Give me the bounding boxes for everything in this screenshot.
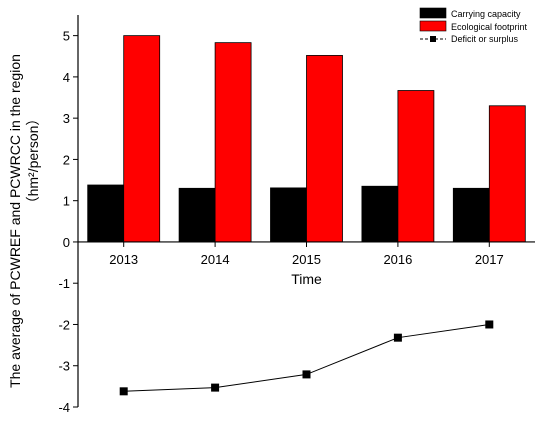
legend-swatch-ecological-footprint xyxy=(419,20,447,32)
bar-ecological-footprint-2014 xyxy=(214,42,252,243)
y-tick-label: -3 xyxy=(58,359,70,374)
bar-carrying-capacity-2013 xyxy=(87,184,125,243)
bars-group xyxy=(87,35,526,243)
bar-ecological-footprint-2015 xyxy=(306,55,343,243)
legend-swatch-carrying-capacity xyxy=(419,7,447,19)
x-tick-label: 2016 xyxy=(383,252,412,267)
x-tick-label: 2015 xyxy=(292,252,321,267)
y-tick-label: 4 xyxy=(63,70,70,85)
deficit-point-2013 xyxy=(119,387,128,396)
y-axis-title-line1: The average of PCWREF and PCWRCC in the … xyxy=(7,54,23,388)
legend: Carrying capacity Ecological footprint Def… xyxy=(419,7,528,44)
y-axis-title: The average of PCWREF and PCWRCC in the … xyxy=(7,54,41,388)
bar-carrying-capacity-2014 xyxy=(178,187,216,243)
y-tick-label: 3 xyxy=(63,111,70,126)
y-tick-label: 1 xyxy=(63,194,70,209)
bar-ecological-footprint-2016 xyxy=(397,90,435,243)
y-tick-label: -1 xyxy=(58,276,70,291)
deficit-point-2014 xyxy=(211,383,220,392)
x-axis-title: Time xyxy=(291,271,322,287)
legend-label-ecological-footprint: Ecological footprint xyxy=(451,22,528,32)
bar-ecological-footprint-2013 xyxy=(123,35,161,243)
legend-marker-deficit xyxy=(430,36,436,42)
y-tick-label: 0 xyxy=(63,235,70,250)
deficit-line xyxy=(123,323,490,392)
x-tick-label: 2014 xyxy=(201,252,230,267)
deficit-point-2015 xyxy=(302,370,311,379)
x-tick-label: 2013 xyxy=(109,252,138,267)
y-tick-label: -2 xyxy=(58,317,70,332)
y-axis-title-line2: （hm²/person） xyxy=(25,112,41,211)
y-tick-label: 5 xyxy=(63,29,70,44)
y-tick-label: 2 xyxy=(63,152,70,167)
bar-ecological-footprint-2017 xyxy=(488,105,526,243)
axes-group: -4 -3 -2 -1 0 1 2 3 4 5 2013 2014 2015 2016 2017 xyxy=(58,15,535,415)
deficit-point-2016 xyxy=(393,333,402,342)
bar-carrying-capacity-2016 xyxy=(361,185,399,243)
bar-carrying-capacity-2015 xyxy=(270,187,307,243)
y-tick-label: -4 xyxy=(58,400,70,415)
deficit-line-group xyxy=(119,320,494,396)
legend-label-deficit: Deficit or surplus xyxy=(451,34,519,44)
x-tick-label: 2017 xyxy=(475,252,504,267)
bar-carrying-capacity-2017 xyxy=(452,187,490,243)
legend-label-carrying-capacity: Carrying capacity xyxy=(451,9,521,19)
deficit-point-2017 xyxy=(485,320,494,329)
